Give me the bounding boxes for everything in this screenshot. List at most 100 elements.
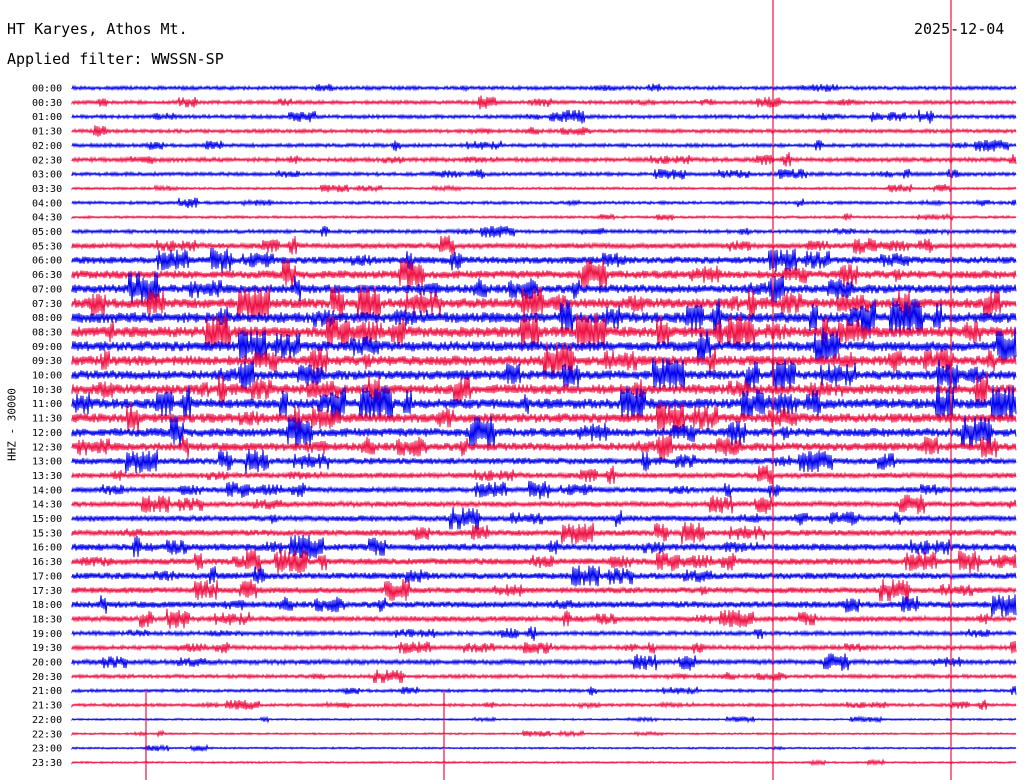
seismic-trace [71,494,1017,515]
time-label: 22:30 [32,729,62,740]
time-label: 07:00 [32,284,62,295]
seismic-trace [71,152,1017,167]
time-labels: 00:00 00:30 01:00 01:30 02:00 02:30 03:00 03:30… [32,84,62,769]
time-label: 09:00 [32,342,62,353]
seismic-trace [71,184,1017,193]
seismic-trace [71,579,1017,602]
seismic-trace [71,594,1017,617]
time-label: 03:30 [32,184,62,195]
seismic-trace [71,297,1017,339]
time-label: 03:00 [32,170,62,181]
time-label: 01:00 [32,112,62,123]
time-label: 13:00 [32,457,62,468]
seismic-trace [71,507,1017,530]
time-label: 18:00 [32,600,62,611]
seismic-trace [71,465,1017,485]
seismic-trace [71,548,1017,574]
time-label: 04:00 [32,198,62,209]
seismic-trace [71,535,1017,559]
time-label: 17:30 [32,586,62,597]
seismic-trace [71,312,1017,352]
seismic-trace [71,640,1017,654]
seismic-trace [71,272,1017,306]
time-label: 11:00 [32,399,62,410]
seismic-trace [71,480,1017,500]
seismic-trace [71,686,1017,696]
seismic-trace [71,434,1017,460]
time-label: 01:30 [32,127,62,138]
seismic-trace [71,284,1017,323]
seismic-trace [71,212,1017,222]
seismic-trace [71,371,1017,406]
time-label: 13:30 [32,471,62,482]
time-label: 06:30 [32,270,62,281]
time-label: 05:30 [32,241,62,252]
time-label: 04:30 [32,213,62,224]
time-label: 00:00 [32,84,62,95]
time-label: 05:00 [32,227,62,238]
time-label: 02:30 [32,155,62,166]
trace-group [71,83,1017,767]
seismic-trace [71,415,1017,450]
seismic-trace [71,384,1017,424]
time-label: 16:30 [32,557,62,568]
time-label: 18:30 [32,614,62,625]
time-label: 16:00 [32,543,62,554]
seismic-trace [71,259,1017,291]
time-label: 20:00 [32,658,62,669]
seismic-trace [71,235,1017,255]
seismic-trace [71,356,1017,393]
time-label: 11:30 [32,414,62,425]
time-label: 07:30 [32,299,62,310]
seismic-trace [71,197,1017,209]
seismic-trace [71,743,1017,753]
time-label: 20:30 [32,672,62,683]
seismic-trace [71,608,1017,629]
event-markers [145,0,952,780]
time-label: 23:30 [32,758,62,769]
time-label: 19:30 [32,643,62,654]
time-label: 12:00 [32,428,62,439]
seismic-trace [71,626,1017,641]
time-label: 09:30 [32,356,62,367]
seismic-trace [71,95,1017,110]
seismic-trace [71,83,1017,93]
seismic-trace [71,327,1017,365]
time-label: 15:30 [32,528,62,539]
seismic-trace [71,669,1017,684]
seismic-trace [71,729,1017,738]
time-label: 21:30 [32,701,62,712]
time-label: 21:00 [32,686,62,697]
seismic-trace [71,341,1017,380]
time-label: 19:00 [32,629,62,640]
seismic-trace [71,248,1017,273]
time-label: 10:30 [32,385,62,396]
seismic-trace [71,565,1017,587]
time-label: 22:00 [32,715,62,726]
seismic-trace [71,699,1017,710]
seismic-trace [71,653,1017,671]
date-label: 2025-12-04 [914,20,1005,38]
station-title: HT Karyes, Athos Mt. [7,20,188,38]
time-label: 23:00 [32,744,62,755]
time-label: 14:00 [32,485,62,496]
seismic-trace [71,715,1017,724]
seismic-trace [71,521,1017,545]
seismic-trace [71,402,1017,434]
time-label: 10:00 [32,371,62,382]
filter-label: Applied filter: WWSSN-SP [7,50,224,68]
time-label: 12:30 [32,442,62,453]
time-label: 17:00 [32,571,62,582]
seismic-trace [71,139,1017,152]
time-label: 06:00 [32,256,62,267]
seismic-trace [71,449,1017,474]
seismic-trace [71,225,1017,238]
time-label: 00:30 [32,98,62,109]
seismic-trace [71,168,1017,180]
seismic-trace [71,125,1017,137]
time-label: 08:00 [32,313,62,324]
time-label: 02:00 [32,141,62,152]
time-label: 14:30 [32,500,62,511]
seismic-trace [71,758,1017,767]
